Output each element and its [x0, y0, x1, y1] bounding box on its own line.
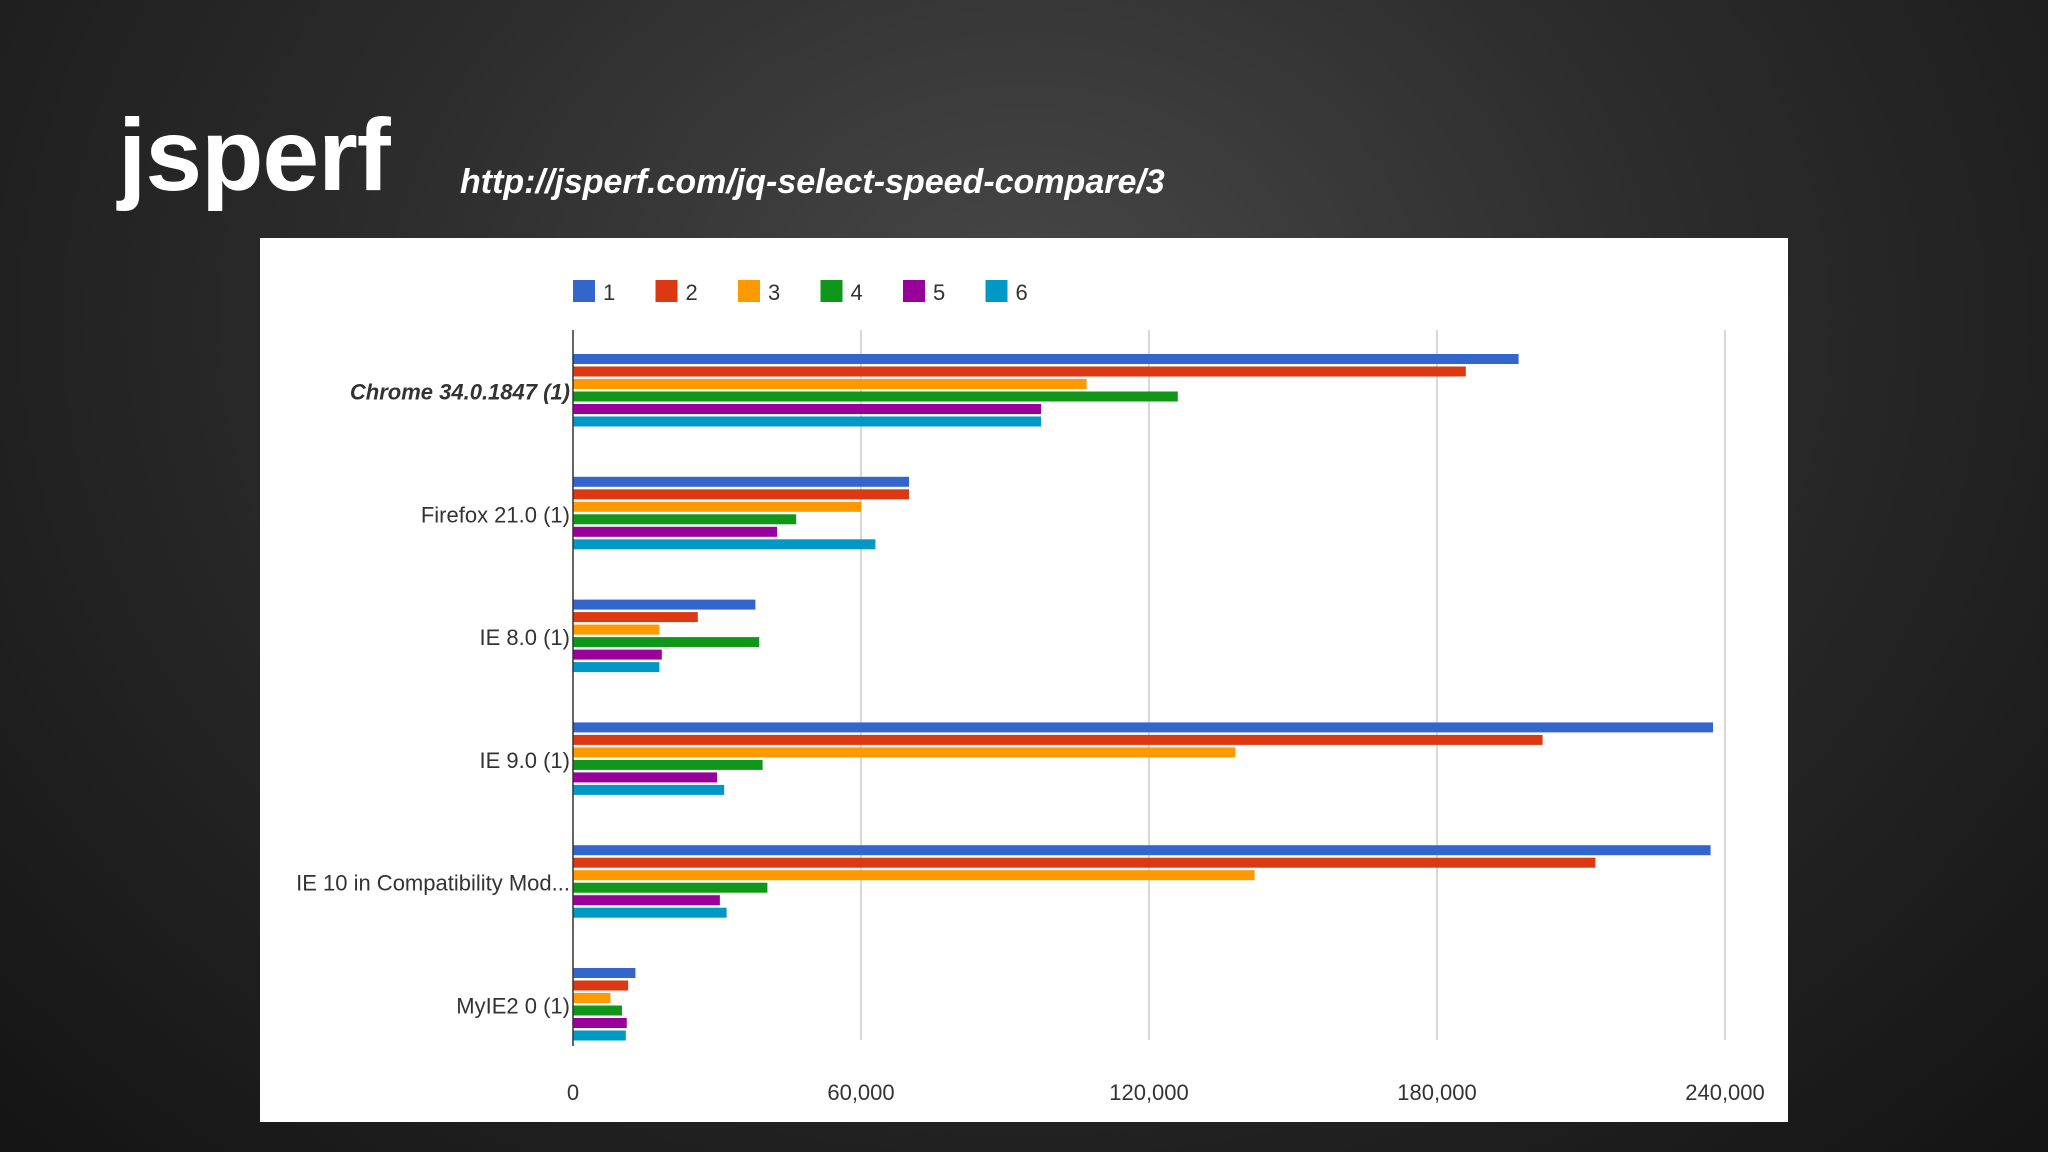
bar-4-series-1: [573, 722, 1713, 733]
category-label: IE 8.0 (1): [480, 625, 570, 650]
legend-swatch-6: [985, 280, 1008, 302]
bar-6-series-1: [573, 968, 636, 978]
legend-label-5: 5: [933, 280, 945, 305]
legend-swatch-1: [573, 280, 595, 302]
bar-5-series-1: [573, 845, 1711, 856]
bar-2-series-5: [573, 526, 777, 537]
axes: Chrome 34.0.1847 (1) Firefox 21.0 (1) IE 8…: [296, 330, 1765, 1105]
bar-3-series-5: [573, 649, 662, 660]
bar-chart: Chrome 34.0.1847 (1) Firefox 21.0 (1) IE 8…: [296, 280, 1765, 1105]
legend-swatch-3: [738, 280, 760, 302]
category-label: Firefox 21.0 (1): [421, 502, 570, 527]
legend-swatch-4: [820, 280, 843, 302]
bar-1-series-3: [573, 379, 1087, 389]
slide-title: jsperf: [118, 98, 391, 212]
legend-label-6: 6: [1016, 280, 1028, 305]
legend-label-1: 1: [603, 280, 615, 305]
x-tick-label: 120,000: [1109, 1080, 1189, 1105]
bar-5-series-6: [573, 907, 727, 918]
bar-4-series-4: [573, 759, 763, 770]
x-tick-label: 180,000: [1397, 1080, 1477, 1105]
bar-5-series-5: [573, 895, 720, 906]
bar-6-series-2: [573, 980, 629, 991]
bar-3-series-4: [573, 637, 760, 648]
bar-4-series-5: [573, 772, 717, 783]
bar-3-series-3: [573, 624, 660, 635]
category-label: IE 10 in Compatibility Mod...: [296, 871, 570, 896]
bar-1-series-5: [573, 404, 1041, 414]
bars: [573, 354, 1713, 1041]
chart-panel: Chrome 34.0.1847 (1) Firefox 21.0 (1) IE 8…: [260, 238, 1788, 1122]
bar-4-series-2: [573, 734, 1543, 745]
category-label: IE 9.0 (1): [480, 748, 570, 773]
bar-6-series-3: [573, 993, 611, 1003]
bar-3-series-6: [573, 662, 660, 673]
bar-3-series-2: [573, 612, 698, 623]
bar-1-series-4: [573, 391, 1178, 402]
x-tick-label: 0: [567, 1080, 579, 1105]
bar-3-series-1: [573, 599, 756, 610]
bar-1-series-1: [573, 354, 1519, 364]
category-label: MyIE2 0 (1): [456, 994, 570, 1019]
bar-2-series-3: [573, 501, 861, 512]
bar-2-series-2: [573, 489, 909, 500]
bar-5-series-3: [573, 870, 1255, 881]
bar-5-series-2: [573, 857, 1596, 868]
grid-lines: [860, 330, 1726, 1040]
bar-6-series-6: [573, 1030, 626, 1041]
legend-label-4: 4: [851, 280, 863, 305]
category-label: Chrome 34.0.1847 (1): [350, 380, 570, 405]
bar-2-series-4: [573, 514, 797, 525]
bar-6-series-5: [573, 1018, 627, 1028]
bar-6-series-4: [573, 1005, 622, 1016]
legend: 1 2 3 4 5 6: [573, 280, 1028, 305]
bar-4-series-3: [573, 747, 1236, 758]
bar-2-series-1: [573, 476, 909, 487]
bar-5-series-4: [573, 882, 768, 893]
x-tick-label: 60,000: [827, 1080, 894, 1105]
bar-4-series-6: [573, 784, 725, 795]
bar-1-series-6: [573, 416, 1041, 427]
slide-url[interactable]: http://jsperf.com/jq-select-speed-compar…: [460, 163, 1165, 201]
legend-label-2: 2: [686, 280, 698, 305]
x-tick-label: 240,000: [1685, 1080, 1765, 1105]
bar-1-series-2: [573, 366, 1466, 377]
legend-label-3: 3: [768, 280, 780, 305]
legend-swatch-2: [655, 280, 678, 302]
legend-swatch-5: [903, 280, 925, 302]
bar-2-series-6: [573, 539, 876, 550]
